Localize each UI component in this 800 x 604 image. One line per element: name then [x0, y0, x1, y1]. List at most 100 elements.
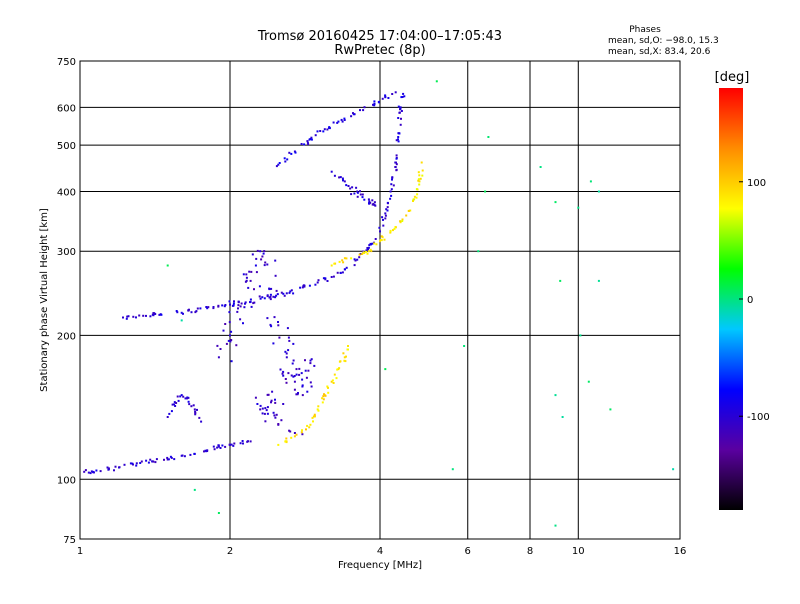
data-point [418, 174, 421, 177]
data-point [392, 184, 395, 187]
data-point [322, 398, 325, 401]
data-point [323, 128, 326, 131]
data-point [263, 412, 266, 415]
data-point [367, 246, 370, 249]
data-point [198, 416, 201, 419]
data-point [269, 323, 272, 326]
data-point [395, 154, 398, 157]
data-point [399, 107, 402, 110]
data-point [306, 390, 309, 393]
data-point [306, 141, 309, 144]
data-point [180, 394, 183, 397]
data-point [419, 177, 422, 180]
data-point [361, 253, 364, 255]
data-point [259, 404, 262, 407]
data-point [230, 360, 233, 363]
data-point [341, 271, 344, 274]
data-point [300, 431, 303, 434]
data-point [412, 200, 414, 202]
data-point [370, 243, 372, 246]
data-point [270, 287, 273, 290]
data-point [284, 350, 287, 353]
data-point [177, 399, 180, 402]
x-tick-label: 8 [527, 546, 533, 557]
data-point [332, 382, 335, 384]
data-point [252, 302, 255, 305]
data-point [285, 356, 288, 359]
data-point [264, 407, 267, 410]
data-point [322, 277, 325, 280]
data-point [343, 356, 346, 359]
x-tick-label: 4 [377, 546, 383, 557]
data-point [397, 136, 400, 138]
data-point [244, 301, 247, 304]
data-point [356, 191, 359, 194]
data-point [255, 257, 258, 260]
data-point [249, 298, 252, 301]
data-point [324, 277, 327, 280]
data-point [307, 369, 310, 372]
data-point [317, 409, 320, 412]
data-point [139, 462, 142, 464]
data-point [338, 176, 341, 179]
data-point [398, 111, 401, 114]
data-point [266, 406, 269, 409]
data-point [254, 396, 257, 399]
data-point [243, 306, 246, 309]
data-point [322, 395, 325, 398]
data-point [123, 463, 126, 466]
data-point [554, 394, 557, 397]
data-point [292, 359, 295, 362]
data-point [221, 304, 224, 307]
data-point [248, 270, 251, 273]
data-point [266, 294, 269, 297]
data-point [277, 423, 280, 425]
data-point [285, 441, 288, 444]
data-point [236, 310, 239, 313]
x-tick-label: 10 [572, 546, 585, 557]
data-point [383, 238, 386, 241]
data-point [366, 252, 369, 255]
y-tick-label: 400 [57, 187, 76, 198]
data-point [353, 264, 356, 267]
data-point [138, 314, 141, 317]
data-point [106, 466, 109, 469]
data-point [336, 271, 339, 274]
data-point [333, 174, 336, 177]
data-point [173, 458, 176, 461]
data-point [174, 405, 177, 407]
data-point [293, 375, 296, 377]
data-point [418, 180, 421, 183]
data-point [285, 292, 288, 295]
data-point [353, 258, 356, 261]
data-point [313, 413, 316, 416]
data-point [186, 397, 188, 400]
data-point [284, 378, 287, 380]
grid-lines [80, 61, 680, 539]
data-point [259, 408, 262, 411]
data-point [321, 397, 324, 400]
data-point [266, 317, 269, 320]
data-point [332, 275, 335, 278]
data-point [363, 198, 366, 201]
data-point [367, 198, 370, 201]
data-point [349, 187, 352, 190]
x-axis-label: Frequency [MHz] [338, 560, 422, 571]
data-point [280, 291, 283, 294]
data-point [274, 416, 277, 419]
data-point [235, 344, 238, 347]
data-point [149, 458, 152, 461]
data-point [304, 369, 307, 372]
data-point [237, 307, 239, 310]
chart-subtitle: RwPretec (8p) [334, 43, 425, 58]
data-point [212, 307, 215, 310]
data-point [278, 336, 281, 339]
data-point [407, 209, 410, 212]
data-point [152, 312, 155, 315]
data-point [319, 130, 322, 132]
data-point [135, 462, 138, 465]
data-point [160, 313, 163, 316]
data-point [224, 304, 227, 306]
data-point [353, 192, 356, 195]
data-point [301, 385, 304, 388]
